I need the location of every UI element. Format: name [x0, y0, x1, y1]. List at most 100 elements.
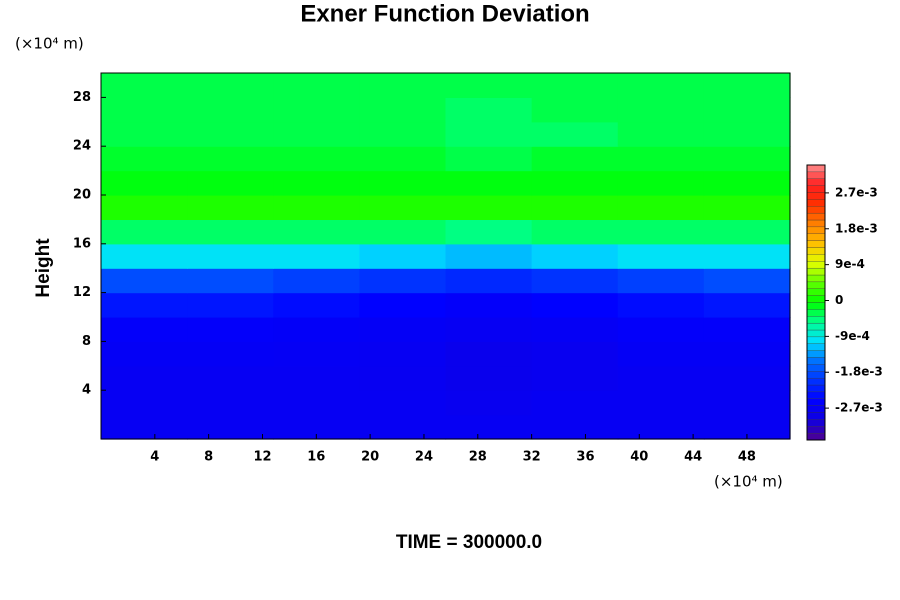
colorbar-band [806, 281, 826, 289]
cell [359, 146, 447, 172]
cell [703, 243, 791, 269]
colorbar-band [806, 405, 826, 413]
cell [101, 414, 188, 440]
cell [445, 73, 533, 98]
y-tick-label: 12 [73, 285, 91, 300]
cell [531, 365, 619, 391]
y-axis-label: Height [33, 238, 54, 298]
cell [101, 121, 188, 147]
cell [703, 292, 791, 318]
cell [703, 170, 791, 196]
colorbar-band [806, 226, 826, 234]
colorbar-tick-label: 1.8e-3 [835, 221, 878, 235]
cell [273, 365, 360, 391]
cell [359, 73, 447, 98]
cell [703, 365, 791, 391]
cell [703, 97, 791, 123]
cell [359, 195, 447, 220]
colorbar-band [806, 426, 826, 434]
y-tick-label: 28 [73, 90, 91, 105]
colorbar-band [806, 384, 826, 393]
cell [703, 268, 791, 294]
cell [359, 170, 447, 196]
y-tick-label: 8 [82, 334, 91, 349]
colorbar-band [806, 419, 826, 427]
cell [187, 195, 274, 220]
cell [531, 414, 619, 440]
cell [703, 341, 791, 367]
colorbar-band [806, 398, 826, 406]
y-tick-label: 24 [73, 139, 91, 154]
colorbar-band [806, 412, 826, 420]
cell [101, 73, 188, 98]
cell [617, 341, 705, 367]
colorbar-band [806, 322, 826, 331]
cell [101, 170, 188, 196]
colorbar-band [806, 371, 826, 379]
cell [359, 414, 447, 440]
cell [187, 146, 274, 172]
cell [359, 243, 447, 269]
cell [445, 414, 533, 440]
cell [359, 365, 447, 391]
cell [273, 243, 360, 269]
cell [187, 414, 274, 440]
cell [703, 121, 791, 147]
cell [187, 97, 274, 123]
cell [187, 341, 274, 367]
x-tick-label: 36 [576, 450, 594, 465]
x-unit: (×10⁴ m) [714, 473, 783, 491]
y-tick-label: 20 [73, 188, 91, 203]
colorbar-tick-label: -9e-4 [835, 329, 870, 343]
cell [445, 292, 533, 318]
colorbar-frame [806, 164, 826, 441]
colorbar-band [806, 219, 826, 228]
colorbar-band [806, 171, 826, 179]
cell [445, 195, 533, 220]
colorbar-band [806, 316, 826, 324]
cell [531, 121, 619, 147]
colorbar-band [806, 267, 826, 276]
cell [273, 73, 360, 98]
y-tick-label: 4 [82, 383, 91, 398]
cell [273, 390, 360, 416]
colorbar-tick-label: -2.7e-3 [835, 401, 883, 415]
cell [703, 195, 791, 220]
cell [445, 219, 533, 245]
cell [101, 341, 188, 367]
cell [445, 317, 533, 342]
colorbar-band [806, 233, 826, 241]
cell [273, 317, 360, 342]
cell [273, 219, 360, 245]
cell [101, 292, 188, 318]
cell [273, 170, 360, 196]
cell [273, 146, 360, 172]
colorbar-band [806, 295, 826, 303]
cell [101, 268, 188, 294]
cell [617, 195, 705, 220]
cell [617, 414, 705, 440]
colorbar-band [806, 247, 826, 255]
cell [445, 243, 533, 269]
colorbar-tick-label: 0 [835, 293, 843, 307]
x-tick-label: 44 [684, 450, 702, 465]
x-tick-label: 40 [630, 450, 648, 465]
cell [531, 97, 619, 123]
x-tick-label: 16 [307, 450, 325, 465]
cell [273, 268, 360, 294]
cell [445, 268, 533, 294]
cell [617, 170, 705, 196]
cell [703, 219, 791, 245]
cell [101, 365, 188, 391]
cell [273, 341, 360, 367]
cell [703, 73, 791, 98]
cell [531, 170, 619, 196]
colorbar-band [806, 309, 826, 317]
cell [445, 170, 533, 196]
cell [445, 390, 533, 416]
field [101, 73, 791, 440]
y-unit: (×10⁴ m) [15, 35, 84, 53]
cell [273, 121, 360, 147]
cell [101, 317, 188, 342]
colorbar-tick-label: 2.7e-3 [835, 185, 878, 199]
